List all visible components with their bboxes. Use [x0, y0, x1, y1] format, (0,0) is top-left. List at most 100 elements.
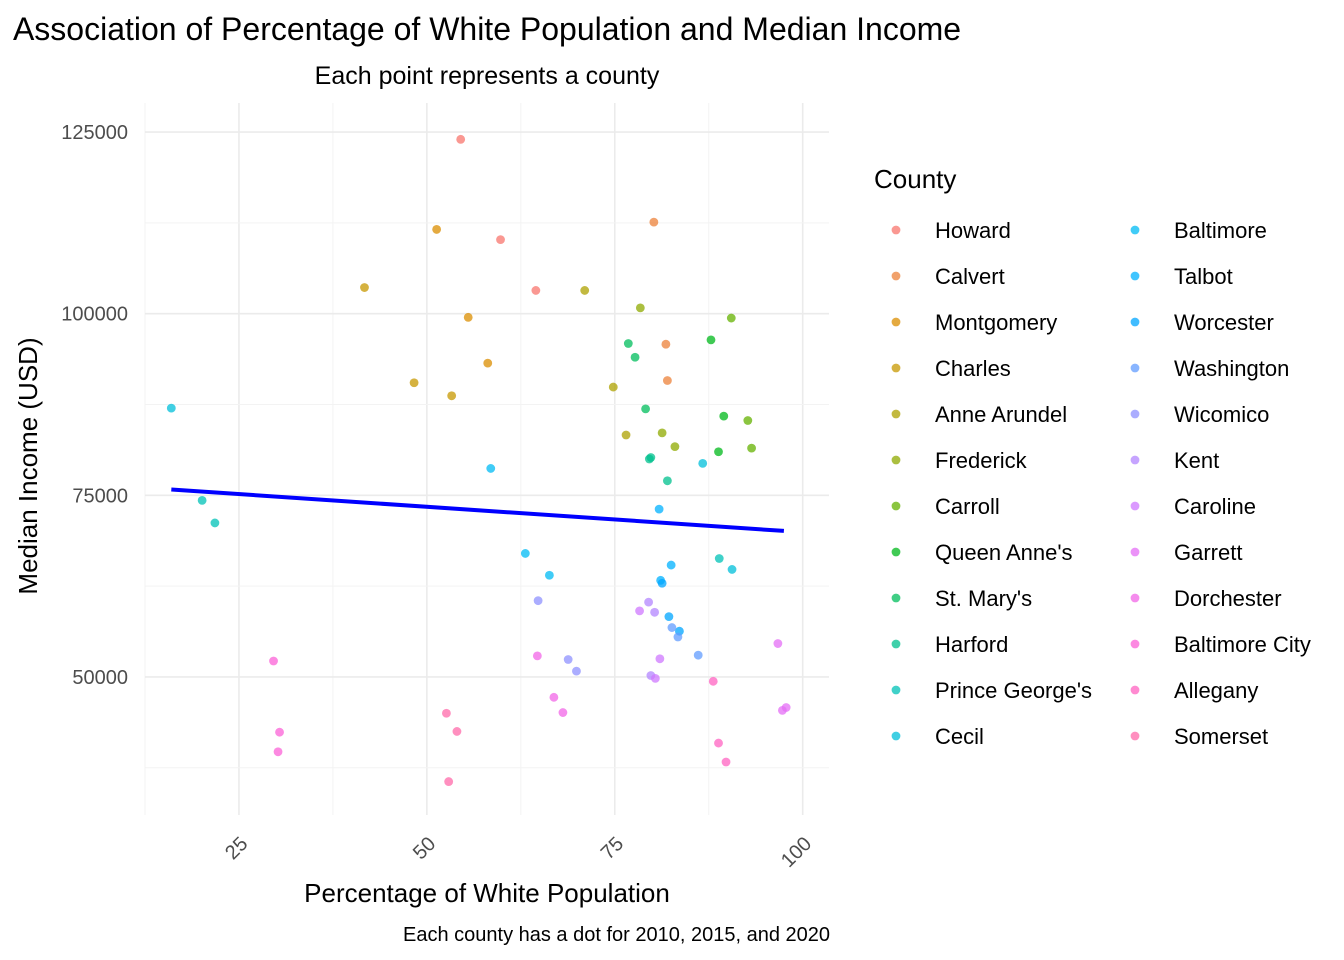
legend-key-allegany	[1130, 685, 1140, 695]
point-frederick	[657, 428, 667, 438]
point-worcester	[664, 612, 674, 622]
point-wicomico	[572, 666, 581, 676]
y-tick-label: 125000	[61, 122, 128, 144]
point-howard	[456, 134, 466, 144]
trend-line-layer	[171, 487, 785, 533]
legend-label: Kent	[1174, 448, 1219, 473]
legend-item-allegany: Allegany	[1130, 678, 1258, 703]
legend-key-wicomico	[1130, 409, 1140, 419]
point-dorchester	[558, 708, 568, 717]
legend-key-baltimore	[1130, 225, 1140, 235]
point-allegany	[714, 738, 723, 748]
legend-label: Garrett	[1174, 540, 1242, 565]
legend-label: Prince George's	[935, 678, 1092, 703]
point-anne-arundel	[580, 286, 590, 295]
legend-label: Montgomery	[935, 310, 1057, 335]
legend-item-cecil: Cecil	[891, 724, 984, 749]
legend-key-baltimore-city	[1130, 639, 1140, 649]
point-worcester	[657, 578, 667, 588]
y-tick-labels: 50000 75000 100000 125000	[61, 122, 128, 689]
legend-item-garrett: Garrett	[1130, 540, 1242, 565]
legend-label: Washington	[1174, 356, 1289, 381]
legend-label: Carroll	[935, 494, 1000, 519]
point-st-mary-s	[623, 339, 633, 348]
point-caroline	[655, 654, 665, 664]
point-montgomery	[483, 358, 493, 368]
point-kent	[644, 597, 654, 607]
point-baltimore	[520, 549, 530, 558]
point-somerset	[444, 777, 454, 786]
legend-key-somerset	[1130, 731, 1140, 741]
point-charles	[360, 283, 369, 292]
legend-key-worcester	[1130, 317, 1140, 327]
legend-key-howard	[891, 225, 901, 235]
legend-label: Harford	[935, 632, 1008, 657]
point-dorchester	[532, 651, 542, 661]
legend-label: Baltimore	[1174, 218, 1267, 243]
point-washington	[673, 632, 683, 642]
legend-item-carroll: Carroll	[891, 494, 1000, 519]
legend-label: Queen Anne's	[935, 540, 1073, 565]
legend-key-caroline	[1130, 501, 1140, 511]
point-st-mary-s	[641, 404, 650, 414]
point-queen-anne-s	[719, 411, 729, 421]
point-carroll	[726, 313, 736, 323]
legend-key-cecil	[891, 731, 901, 741]
point-washington	[667, 623, 677, 632]
legend-key-garrett	[1130, 547, 1140, 557]
point-kent	[650, 607, 660, 617]
legend-item-wicomico: Wicomico	[1130, 402, 1269, 427]
point-wicomico	[563, 655, 573, 664]
point-baltimore-city	[273, 747, 283, 757]
y-axis-label: Median Income (USD)	[13, 337, 43, 594]
point-calvert	[649, 217, 659, 227]
point-dorchester	[549, 692, 559, 702]
legend: County Howard Calvert Montgomery Charles Ann…	[874, 164, 1311, 749]
legend-label: Baltimore City	[1174, 632, 1311, 657]
point-charles	[447, 391, 457, 401]
legend-label: Worcester	[1174, 310, 1274, 335]
point-wicomico	[533, 596, 543, 606]
legend-key-anne-arundel	[891, 409, 901, 419]
legend-label: Howard	[935, 218, 1011, 243]
point-washington	[693, 650, 703, 660]
point-somerset	[442, 708, 451, 718]
point-talbot	[654, 504, 664, 514]
x-tick-label: 75	[597, 833, 628, 864]
legend-item-baltimore-city: Baltimore City	[1130, 632, 1311, 657]
legend-item-st-mary-s: St. Mary's	[891, 586, 1032, 611]
point-baltimore-city	[269, 656, 278, 666]
legend-label: Talbot	[1174, 264, 1233, 289]
legend-key-st-mary-s	[891, 593, 901, 603]
legend-item-somerset: Somerset	[1130, 724, 1268, 749]
point-anne-arundel	[621, 430, 631, 440]
point-queen-anne-s	[706, 335, 716, 345]
x-axis-label: Percentage of White Population	[304, 878, 670, 908]
point-allegany	[708, 676, 718, 686]
x-tick-labels: 25 50 75 100	[221, 833, 816, 872]
point-st-mary-s	[630, 352, 640, 362]
point-baltimore-city	[275, 727, 284, 737]
legend-item-dorchester: Dorchester	[1130, 586, 1282, 611]
point-garrett	[773, 639, 783, 648]
legend-item-caroline: Caroline	[1130, 494, 1256, 519]
legend-item-charles: Charles	[891, 356, 1011, 381]
point-cecil	[698, 458, 708, 468]
point-prince-george-s	[197, 496, 207, 505]
legend-key-calvert	[891, 271, 901, 281]
trend-line	[171, 487, 785, 533]
point-carroll	[743, 416, 753, 425]
legend-item-frederick: Frederick	[891, 448, 1028, 473]
point-harford	[662, 476, 672, 486]
chart-subtitle: Each point represents a county	[315, 62, 660, 90]
legend-label: Frederick	[935, 448, 1028, 473]
point-allegany	[721, 757, 731, 767]
legend-key-frederick	[891, 455, 901, 465]
point-talbot	[666, 560, 676, 570]
x-tick-label: 25	[221, 833, 252, 864]
point-montgomery	[432, 225, 442, 234]
legend-key-charles	[891, 363, 901, 373]
point-carroll	[747, 443, 756, 453]
legend-item-anne-arundel: Anne Arundel	[891, 402, 1067, 427]
